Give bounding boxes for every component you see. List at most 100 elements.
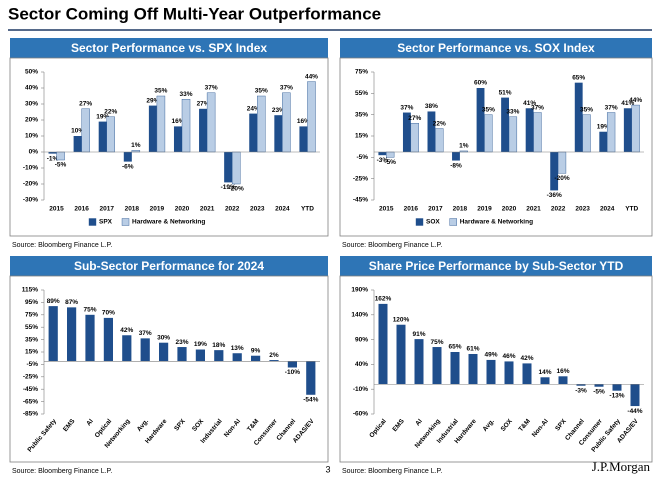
value-label: 65% — [572, 74, 585, 81]
bar — [122, 335, 132, 362]
panel-frame — [9, 275, 329, 463]
value-label: 16% — [556, 368, 569, 375]
bar — [501, 97, 509, 152]
x-tick-label: 2018 — [125, 206, 140, 213]
y-tick-label: 40% — [25, 85, 38, 92]
panel-frame — [9, 57, 329, 237]
bar — [396, 324, 406, 385]
bar — [206, 92, 216, 153]
x-tick-label: 2024 — [600, 206, 615, 213]
value-label: 70% — [102, 310, 115, 317]
y-tick-label: 95% — [25, 299, 38, 306]
bar — [525, 108, 534, 152]
source-note: Source: Bloomberg Finance L.P. — [12, 468, 112, 475]
y-tick-label: 190% — [351, 287, 368, 294]
bar — [214, 350, 224, 362]
bar — [199, 108, 208, 152]
y-tick-label: -45% — [23, 386, 38, 393]
bar — [386, 151, 395, 158]
panel-header — [10, 256, 328, 276]
y-tick-label: 35% — [25, 336, 38, 343]
y-tick-label: 15% — [355, 133, 368, 140]
value-label: 19% — [96, 113, 109, 120]
bar — [450, 352, 460, 385]
value-label: -3% — [575, 387, 587, 394]
bar — [414, 339, 424, 385]
legend-swatch — [121, 218, 130, 226]
value-label: 14% — [538, 369, 551, 376]
value-label: -36% — [547, 192, 562, 199]
value-label: 16% — [297, 118, 310, 125]
y-tick-label: 55% — [355, 90, 368, 97]
value-label: 42% — [520, 355, 533, 362]
bar — [282, 92, 291, 153]
value-label: -20% — [554, 175, 569, 182]
value-label: 51% — [499, 89, 512, 96]
y-tick-label: 50% — [25, 69, 38, 76]
value-label: 61% — [466, 346, 479, 353]
value-label: 27% — [79, 101, 92, 108]
y-tick-label: 90% — [355, 336, 368, 343]
bar — [181, 98, 191, 153]
bar — [452, 152, 460, 161]
legend-label: Hardware & Networking — [460, 219, 533, 226]
x-tick-label: 2023 — [575, 206, 590, 213]
value-label: -5% — [593, 388, 605, 395]
y-tick-label: 30% — [25, 101, 38, 108]
panel-frame — [339, 275, 653, 463]
legend-swatch — [449, 218, 457, 226]
bar — [251, 355, 261, 362]
value-label: 10% — [71, 128, 84, 135]
bar — [98, 121, 107, 152]
value-label: 30% — [157, 334, 170, 341]
value-label: 87% — [65, 299, 78, 306]
y-tick-label: 15% — [25, 349, 38, 356]
value-label: -5% — [55, 162, 67, 169]
value-label: -5% — [384, 159, 396, 166]
bar — [232, 353, 242, 362]
bar — [504, 361, 514, 385]
y-tick-label: -10% — [353, 386, 368, 393]
bar — [231, 151, 241, 185]
x-tick-label: 2024 — [275, 206, 290, 213]
panel-header — [340, 256, 652, 276]
bar — [249, 113, 258, 152]
bar — [195, 349, 205, 362]
bar — [402, 112, 411, 152]
x-tick-label: AI — [85, 418, 95, 428]
value-label: 27% — [408, 115, 421, 122]
legend-swatch — [88, 218, 97, 226]
y-tick-label: 55% — [25, 324, 38, 331]
bar — [612, 384, 622, 391]
bar — [224, 152, 233, 183]
value-label: 65% — [448, 344, 461, 351]
y-tick-label: -85% — [23, 411, 38, 418]
bar — [299, 126, 308, 152]
value-label: 2% — [269, 352, 279, 359]
x-tick-label: 2021 — [200, 206, 215, 213]
value-label: 91% — [412, 331, 425, 338]
value-label: 27% — [197, 101, 210, 108]
value-label: 120% — [393, 316, 410, 323]
bar — [378, 152, 387, 156]
value-label: 19% — [194, 341, 207, 348]
y-tick-label: 40% — [355, 361, 368, 368]
value-label: 49% — [484, 352, 497, 359]
value-label: 35% — [255, 88, 268, 95]
bar — [468, 353, 478, 385]
value-label: 29% — [146, 97, 159, 104]
value-label: 37% — [205, 85, 218, 92]
x-tick-label: 2018 — [453, 206, 468, 213]
value-label: -8% — [450, 162, 462, 169]
bar — [67, 307, 77, 362]
value-label: 75% — [83, 307, 96, 314]
x-tick-label: 2022 — [551, 206, 566, 213]
value-label: 1% — [131, 142, 141, 149]
source-note: Source: Bloomberg Finance L.P. — [342, 242, 442, 249]
bar — [257, 95, 266, 153]
bar — [558, 376, 568, 385]
value-label: 19% — [597, 123, 610, 130]
value-label: 16% — [171, 118, 184, 125]
